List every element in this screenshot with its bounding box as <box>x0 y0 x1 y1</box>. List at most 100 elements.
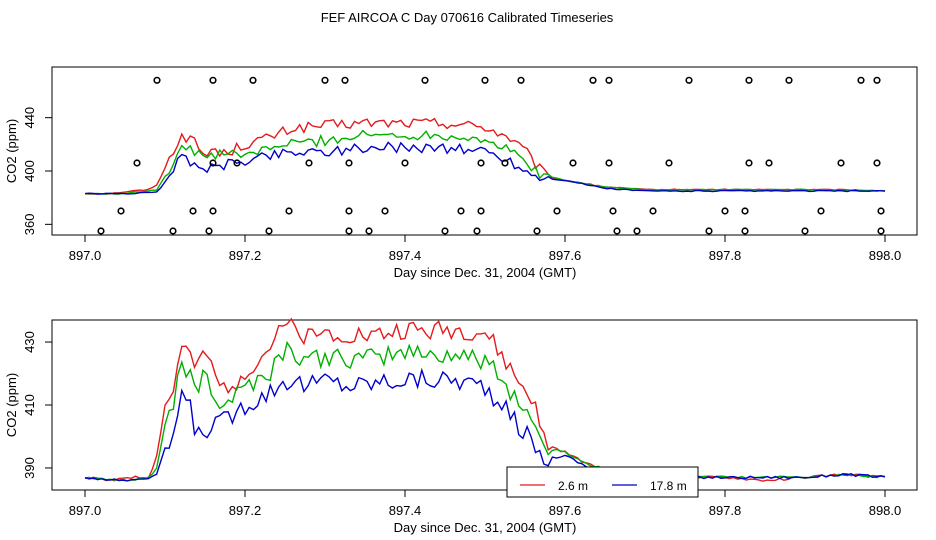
marker-2-8 <box>553 207 561 215</box>
marker-2-10 <box>649 207 657 215</box>
x-tick-label-1: 897.2 <box>229 503 262 518</box>
y-tick-label-1: 400 <box>22 160 37 182</box>
marker-1-8 <box>569 159 577 167</box>
x-tick-label-4: 897.8 <box>709 503 742 518</box>
top-ticks: 897.0 897.2 897.4 897.6 897.8 898.0 360 400 440 <box>22 107 901 263</box>
marker-0-14 <box>873 76 881 84</box>
chart-title: FEF AIRCOA C Day 070616 Calibrated Times… <box>321 10 614 25</box>
marker-1-4 <box>345 159 353 167</box>
marker-3-13 <box>801 227 809 235</box>
series-line-1-2 <box>84 367 886 482</box>
y-tick-label-0: 360 <box>22 213 37 235</box>
marker-3-2 <box>205 227 213 235</box>
top-y-axis-title: CO2 (ppm) <box>4 119 19 183</box>
y-tick-label-0: 390 <box>22 457 37 479</box>
marker-3-4 <box>345 227 353 235</box>
marker-2-13 <box>817 207 825 215</box>
top-series-group <box>84 117 886 195</box>
x-tick-label-2: 897.4 <box>389 503 422 518</box>
x-tick-label-4: 897.8 <box>709 248 742 263</box>
series-line-1-0 <box>84 317 886 482</box>
y-tick-label-2: 430 <box>22 331 37 353</box>
legend-label-2-6m: 2.6 m <box>558 479 588 493</box>
marker-3-8 <box>533 227 541 235</box>
marker-3-7 <box>473 227 481 235</box>
marker-0-13 <box>857 76 865 84</box>
marker-0-0 <box>153 76 161 84</box>
bottom-panel: 897.0 897.2 897.4 897.6 897.8 898.0390410430 … <box>4 317 918 535</box>
marker-0-4 <box>341 76 349 84</box>
marker-0-10 <box>685 76 693 84</box>
marker-0-3 <box>321 76 329 84</box>
marker-0-8 <box>589 76 597 84</box>
marker-3-5 <box>365 227 373 235</box>
marker-0-11 <box>745 76 753 84</box>
marker-3-0 <box>97 227 105 235</box>
marker-0-6 <box>481 76 489 84</box>
marker-0-5 <box>421 76 429 84</box>
top-plot-frame <box>51 66 918 236</box>
marker-2-12 <box>741 207 749 215</box>
marker-3-14 <box>877 227 885 235</box>
x-tick-label-0: 897.0 <box>69 503 102 518</box>
marker-0-1 <box>209 76 217 84</box>
marker-2-11 <box>721 207 729 215</box>
y-tick-label-1: 410 <box>22 394 37 416</box>
marker-2-2 <box>209 207 217 215</box>
x-tick-label-1: 897.2 <box>229 248 262 263</box>
bottom-plot-frame <box>51 319 918 491</box>
marker-1-3 <box>305 159 313 167</box>
bottom-series-group <box>84 317 886 482</box>
marker-0-9 <box>605 76 613 84</box>
top-x-axis-title: Day since Dec. 31, 2004 (GMT) <box>394 265 577 280</box>
marker-0-12 <box>785 76 793 84</box>
marker-2-9 <box>609 207 617 215</box>
marker-1-11 <box>745 159 753 167</box>
top-panel: 897.0 897.2 897.4 897.6 897.8 898.0360400440 … <box>4 66 918 280</box>
marker-2-3 <box>285 207 293 215</box>
marker-3-1 <box>169 227 177 235</box>
marker-2-0 <box>117 207 125 215</box>
marker-2-7 <box>477 207 485 215</box>
x-tick-label-3: 897.6 <box>549 503 582 518</box>
marker-1-13 <box>837 159 845 167</box>
marker-1-14 <box>873 159 881 167</box>
marker-1-7 <box>501 159 509 167</box>
x-tick-label-5: 898.0 <box>869 503 902 518</box>
y-tick-label-2: 440 <box>22 107 37 129</box>
marker-2-4 <box>345 207 353 215</box>
marker-3-11 <box>705 227 713 235</box>
x-tick-label-2: 897.4 <box>389 248 422 263</box>
marker-2-6 <box>457 207 465 215</box>
marker-1-6 <box>477 159 485 167</box>
marker-1-5 <box>401 159 409 167</box>
marker-1-0 <box>133 159 141 167</box>
marker-1-12 <box>765 159 773 167</box>
marker-3-10 <box>633 227 641 235</box>
marker-2-1 <box>189 207 197 215</box>
marker-3-3 <box>265 227 273 235</box>
marker-1-2 <box>233 159 241 167</box>
marker-3-6 <box>441 227 449 235</box>
x-tick-label-5: 898.0 <box>869 248 902 263</box>
legend: 2.6 m 17.8 m <box>506 466 699 498</box>
legend-label-17-8m: 17.8 m <box>650 479 687 493</box>
marker-1-9 <box>605 159 613 167</box>
marker-2-14 <box>877 207 885 215</box>
marker-3-9 <box>613 227 621 235</box>
marker-1-1 <box>209 159 217 167</box>
x-tick-label-0: 897.0 <box>69 248 102 263</box>
series-line-0-1 <box>84 129 886 195</box>
marker-0-2 <box>249 76 257 84</box>
bottom-x-axis-title: Day since Dec. 31, 2004 (GMT) <box>394 520 577 535</box>
series-line-1-1 <box>84 340 886 482</box>
marker-0-7 <box>517 76 525 84</box>
x-tick-label-3: 897.6 <box>549 248 582 263</box>
series-line-0-2 <box>84 141 886 195</box>
top-markers-group <box>97 76 885 235</box>
marker-2-5 <box>381 207 389 215</box>
bottom-y-axis-title: CO2 (ppm) <box>4 373 19 437</box>
marker-3-12 <box>741 227 749 235</box>
